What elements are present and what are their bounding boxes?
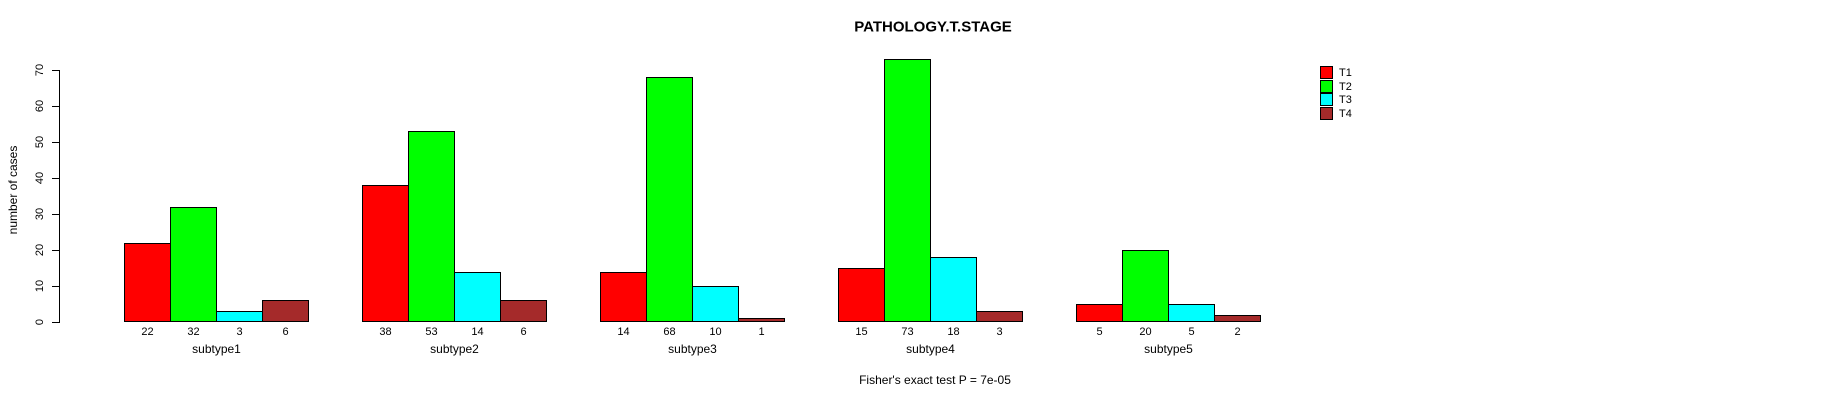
legend-label: T2 [1339,80,1352,93]
bar-value-label: 73 [901,326,914,338]
bar-value-label: 1 [758,326,765,338]
y-axis-label: number of cases [6,145,20,235]
bar-subtype4-T4 [976,311,1023,322]
y-axis-line [59,70,60,323]
y-tick [52,286,59,287]
bar-value-label: 10 [709,326,722,338]
bar-value-label: 22 [141,326,154,338]
y-tick-label: 40 [34,171,46,185]
legend-swatch-T4 [1320,107,1333,120]
y-tick [52,106,59,107]
bar-value-label: 3 [236,326,243,338]
fisher-test-annotation: Fisher's exact test P = 7e-05 [859,373,1011,387]
bar-subtype5-T1 [1076,304,1123,322]
y-tick-label: 60 [34,99,46,113]
y-tick [52,214,59,215]
legend-label: T1 [1339,66,1352,79]
bar-value-label: 5 [1188,326,1195,338]
bar-value-label: 14 [471,326,484,338]
bar-subtype4-T1 [838,268,885,322]
bar-subtype4-T3 [930,257,977,322]
bar-subtype3-T1 [600,272,647,322]
legend-swatch-T1 [1320,66,1333,79]
y-tick-label: 10 [34,279,46,293]
bar-value-label: 18 [947,326,960,338]
bar-subtype2-T4 [500,300,547,322]
category-label-subtype5: subtype5 [1144,342,1193,356]
legend-label: T4 [1339,107,1352,120]
bar-subtype5-T4 [1214,315,1261,322]
legend-item-T1: T1 [1320,66,1352,79]
bar-subtype1-T4 [262,300,309,322]
bar-subtype2-T1 [362,185,409,322]
y-tick-label: 30 [34,207,46,221]
y-tick-label: 50 [34,135,46,149]
legend-label: T3 [1339,93,1352,106]
y-tick [52,322,59,323]
bar-subtype3-T3 [692,286,739,322]
bar-value-label: 38 [379,326,392,338]
bar-subtype5-T2 [1122,250,1169,322]
y-tick-label: 20 [34,243,46,257]
bar-value-label: 68 [663,326,676,338]
legend-item-T2: T2 [1320,80,1352,93]
y-tick [52,178,59,179]
bar-value-label: 32 [187,326,200,338]
bar-subtype2-T2 [408,131,455,322]
bar-subtype1-T3 [216,311,263,322]
y-tick [52,70,59,71]
bar-subtype1-T1 [124,243,171,322]
bar-subtype1-T2 [170,207,217,322]
category-label-subtype4: subtype4 [906,342,955,356]
bar-value-label: 53 [425,326,438,338]
bar-value-label: 6 [282,326,289,338]
bar-subtype2-T3 [454,272,501,322]
bar-value-label: 20 [1139,326,1152,338]
legend-swatch-T3 [1320,93,1333,106]
y-tick-label: 0 [34,318,46,326]
bar-subtype4-T2 [884,59,931,322]
bar-value-label: 2 [1234,326,1241,338]
category-label-subtype1: subtype1 [192,342,241,356]
bar-subtype3-T2 [646,77,693,322]
legend-item-T3: T3 [1320,93,1352,106]
y-tick [52,250,59,251]
bar-value-label: 5 [1096,326,1103,338]
chart-title: PATHOLOGY.T.STAGE [854,18,1012,36]
bar-value-label: 3 [996,326,1003,338]
bar-value-label: 6 [520,326,527,338]
bar-value-label: 14 [617,326,630,338]
y-tick [52,142,59,143]
category-label-subtype2: subtype2 [430,342,479,356]
bar-value-label: 15 [855,326,868,338]
bar-subtype5-T3 [1168,304,1215,322]
bar-subtype3-T4 [738,318,785,322]
category-label-subtype3: subtype3 [668,342,717,356]
legend-swatch-T2 [1320,80,1333,93]
y-tick-label: 70 [34,63,46,77]
legend-item-T4: T4 [1320,107,1352,120]
